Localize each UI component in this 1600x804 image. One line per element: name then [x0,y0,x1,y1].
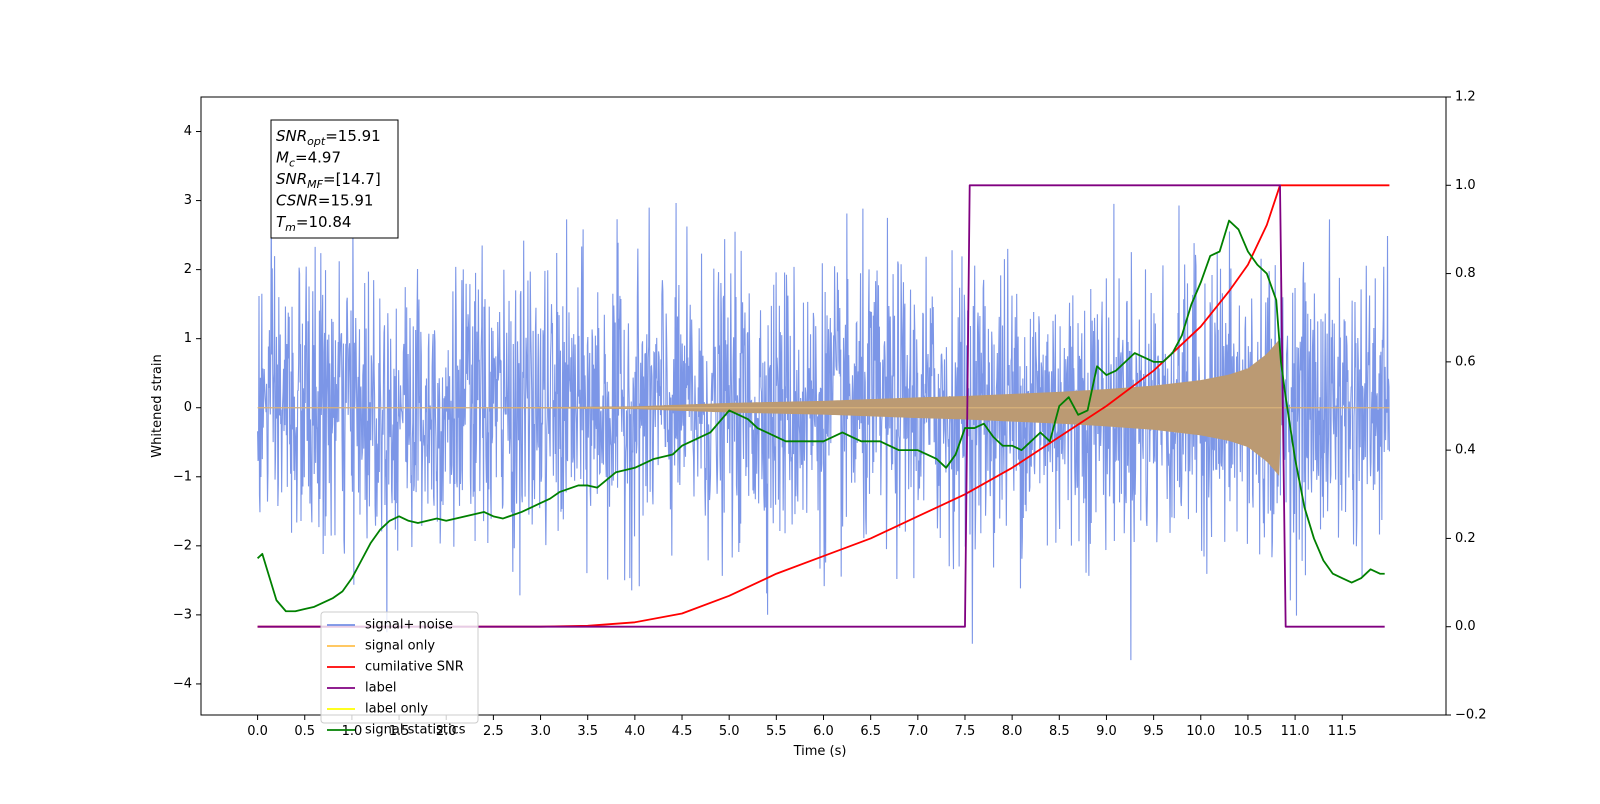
x-axis-label: Time (s) [793,744,847,759]
x-tick-label: 8.0 [1002,724,1023,739]
x-tick-label: 4.0 [625,724,646,739]
y-tick-label: −3 [173,607,192,622]
x-tick-label: 2.0 [436,724,457,739]
annotation-box: SNRopt=15.91Mc=4.97SNRMF=[14.7]CSNR=15.9… [270,119,399,239]
legend-entry-label: label only [365,702,428,717]
annotation-line: Mc=4.97 [276,149,341,170]
legend-entry-label: signal+ noise [365,618,453,633]
y2-tick-label: −0.2 [1455,708,1487,723]
legend-frame [320,611,479,724]
y2-tick-label: 1.2 [1455,90,1476,105]
annotation-line: CSNR=15.91 [276,192,373,210]
x-tick-label: 6.5 [860,724,881,739]
x-tick-label: 7.0 [907,724,928,739]
x-tick-label: 3.0 [530,724,551,739]
x-axis: 0.0 0.5 1.0 1.5 2.0 2.5 3.0 3.5 4.0 4.5 5.0 5.5 6.0 6… [247,715,1357,739]
x-tick-label: 5.5 [766,724,787,739]
x-tick-label: 8.5 [1049,724,1070,739]
y2-tick-label: 0.6 [1455,354,1476,369]
legend-entry-label: label [365,681,396,696]
legend-entry-label: cumilative SNR [365,660,464,675]
x-tick-label: 5.0 [719,724,740,739]
x-tick-label: 7.5 [955,724,976,739]
x-tick-label: 11.0 [1281,724,1310,739]
x-tick-label: 11.5 [1328,724,1357,739]
y-tick-label: 1 [184,331,192,346]
y-axis-left: −4 −3 −2 −1 0 1 2 3 4 [173,124,201,691]
series-cumilative-snr-line [257,184,1390,628]
plot-area [256,184,1390,661]
x-tick-label: 1.5 [389,724,410,739]
x-tick-label: 0.0 [247,724,268,739]
y-tick-label: −4 [173,676,192,691]
x-tick-label: 10.0 [1186,724,1215,739]
x-tick-label: 0.5 [294,724,315,739]
y2-tick-label: 0.2 [1455,531,1476,546]
x-tick-label: 10.5 [1233,724,1262,739]
legend-entry-label: signal only [365,639,435,654]
y-tick-label: 0 [184,400,192,415]
x-tick-label: 2.5 [483,724,504,739]
series-label-line [257,184,1385,628]
annotation-line: Tm=10.84 [276,213,351,234]
x-tick-label: 1.0 [342,724,363,739]
legend-entry-label: signal statistics [365,723,466,738]
series-signal-statistics-line [256,219,1385,613]
x-tick-label: 9.0 [1096,724,1117,739]
y-tick-label: −1 [173,469,192,484]
annotation-box-frame [270,119,399,239]
x-tick-label: 6.0 [813,724,834,739]
legend: signal+ noise signal only cumilative SNR la… [320,611,479,738]
y2-tick-label: 1.0 [1455,178,1476,193]
x-tick-label: 3.5 [577,724,598,739]
y2-tick-label: 0.8 [1455,266,1476,281]
y-tick-label: 3 [184,193,192,208]
y-tick-label: 4 [184,124,192,139]
y2-tick-label: 0.4 [1455,443,1476,458]
x-tick-label: 4.5 [672,724,693,739]
y-axis-label: Whitened strain [150,354,165,457]
y-tick-label: −2 [173,538,192,553]
y-tick-label: 2 [184,262,192,277]
annotation-line: SNRMF=[14.7] [276,170,381,191]
y2-tick-label: 0.0 [1455,619,1476,634]
x-tick-label: 9.5 [1143,724,1164,739]
annotation-line: SNRopt=15.91 [276,127,381,148]
y-axis-right: −0.2 0.0 0.2 0.4 0.6 0.8 1.0 1.2 [1446,90,1487,723]
